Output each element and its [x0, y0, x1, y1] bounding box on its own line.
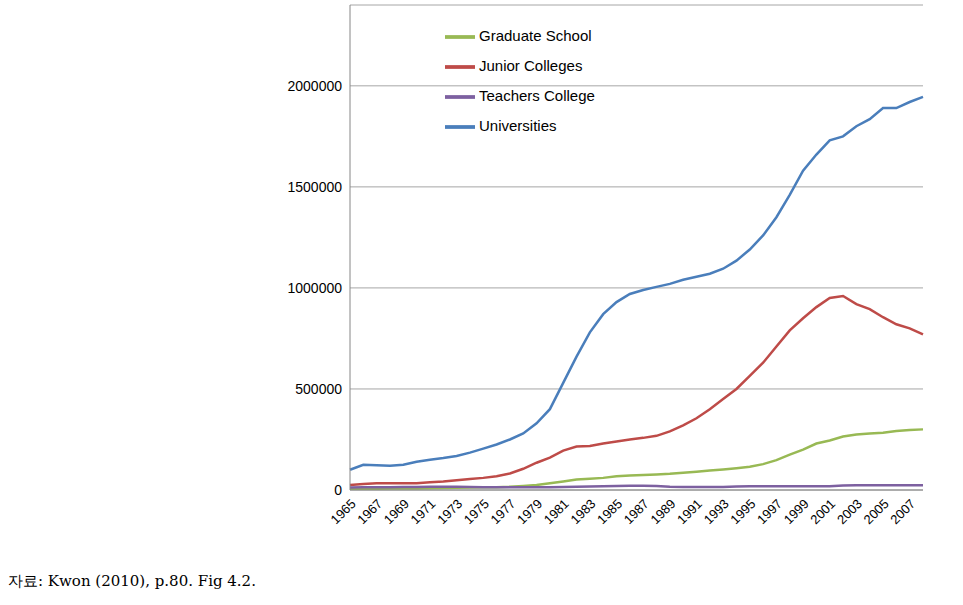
svg-text:1967: 1967 [354, 496, 385, 527]
svg-text:1965: 1965 [328, 496, 359, 527]
svg-text:2003: 2003 [834, 496, 865, 527]
svg-text:0: 0 [334, 482, 342, 498]
html-text:Graduate School: Graduate School [479, 27, 592, 44]
svg-text:1999: 1999 [781, 496, 812, 527]
html-text:Junior Colleges: Junior Colleges [479, 57, 583, 74]
svg-text:1993: 1993 [701, 496, 732, 527]
svg-text:1997: 1997 [754, 496, 785, 527]
svg-text:1975: 1975 [461, 496, 492, 527]
svg-text:2005: 2005 [861, 496, 892, 527]
svg-text:1979: 1979 [514, 496, 545, 527]
svg-text:1500000: 1500000 [287, 179, 342, 195]
svg-text:1977: 1977 [487, 496, 518, 527]
svg-text:1973: 1973 [434, 496, 465, 527]
svg-text:2007: 2007 [887, 496, 918, 527]
svg-text:1987: 1987 [621, 496, 652, 527]
svg-text:1991: 1991 [674, 496, 705, 527]
html-text:Teachers College: Teachers College [479, 87, 595, 104]
html-text:Universities: Universities [479, 117, 557, 134]
svg-text:1983: 1983 [567, 496, 598, 527]
svg-text:1985: 1985 [594, 496, 625, 527]
svg-text:1989: 1989 [647, 496, 678, 527]
svg-text:1995: 1995 [727, 496, 758, 527]
svg-text:2001: 2001 [807, 496, 838, 527]
svg-text:500000: 500000 [295, 381, 342, 397]
svg-text:1969: 1969 [381, 496, 412, 527]
svg-text:2000000: 2000000 [287, 78, 342, 94]
svg-text:1000000: 1000000 [287, 280, 342, 296]
html-text:자료: Kwon (2010), p.80. Fig 4.2: 자료: Kwon (2010), p.80. Fig 4.2. [8, 572, 256, 590]
svg-text:1981: 1981 [541, 496, 572, 527]
svg-text:1971: 1971 [408, 496, 439, 527]
